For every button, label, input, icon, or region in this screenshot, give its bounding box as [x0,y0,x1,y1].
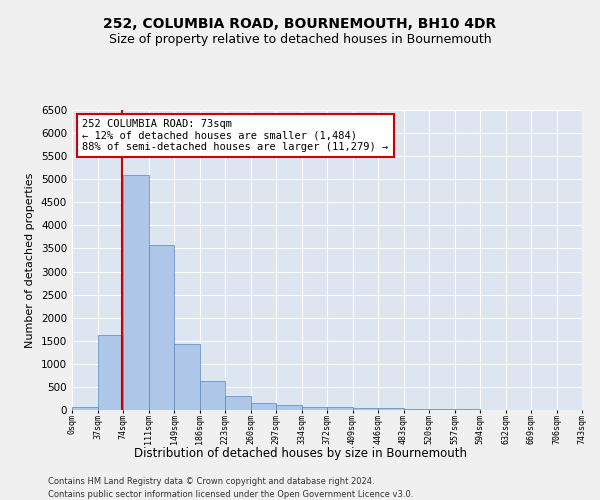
Bar [276,405,302,410]
Bar [72,406,97,410]
Bar [429,409,455,410]
Bar [149,245,174,410]
Text: Size of property relative to detached houses in Bournemouth: Size of property relative to detached ho… [109,32,491,46]
Bar [251,404,276,410]
Y-axis label: Number of detached properties: Number of detached properties [25,172,35,348]
Bar [97,335,123,410]
Text: Contains public sector information licensed under the Open Government Licence v3: Contains public sector information licen… [48,490,413,499]
Bar [199,382,225,410]
Bar [404,408,429,410]
Bar [353,408,378,410]
Text: Contains HM Land Registry data © Crown copyright and database right 2024.: Contains HM Land Registry data © Crown c… [48,478,374,486]
Bar [174,344,199,410]
Bar [327,407,353,410]
Bar [302,406,327,410]
Text: 252, COLUMBIA ROAD, BOURNEMOUTH, BH10 4DR: 252, COLUMBIA ROAD, BOURNEMOUTH, BH10 4D… [103,18,497,32]
Bar [123,175,149,410]
Text: 252 COLUMBIA ROAD: 73sqm
← 12% of detached houses are smaller (1,484)
88% of sem: 252 COLUMBIA ROAD: 73sqm ← 12% of detach… [82,119,388,152]
Bar [378,408,404,410]
Bar [225,396,251,410]
Text: Distribution of detached houses by size in Bournemouth: Distribution of detached houses by size … [133,448,467,460]
